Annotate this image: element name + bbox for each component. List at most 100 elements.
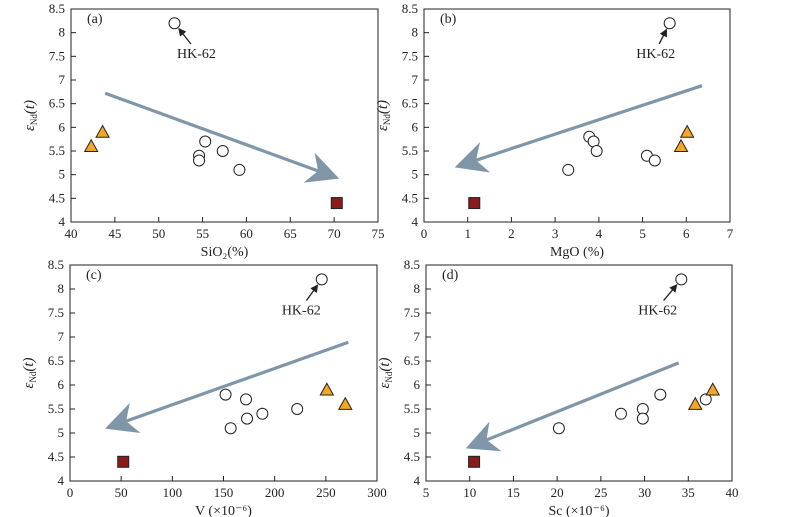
y-tick-label: 4.5 [402, 190, 418, 205]
x-axis-label: V (×10⁻⁶) [195, 504, 252, 517]
plot-frame [70, 8, 379, 223]
y-tick-label: 7.5 [49, 48, 65, 63]
annotation-label: HK-62 [638, 304, 677, 319]
circle-point [315, 273, 328, 286]
triangle-point [687, 396, 703, 410]
x-tick-label: 35 [682, 485, 695, 500]
y-tick-label: 6 [58, 377, 65, 392]
y-tick-label: 5.5 [404, 401, 420, 416]
y-tick-label: 6.5 [49, 96, 65, 111]
y-tick-label: 4.5 [404, 449, 420, 464]
plot-frame [425, 264, 733, 482]
y-tick-label: 7 [59, 72, 66, 87]
y-tick-label: 8.5 [49, 1, 65, 16]
y-tick-label: 7.5 [404, 305, 420, 320]
y-tick-label: 7 [412, 72, 419, 87]
y-tick-label: 5 [58, 425, 65, 440]
circle-point [654, 388, 667, 401]
y-tick-label: 5 [59, 167, 66, 182]
x-axis-label: SiO₂(%) [201, 245, 249, 260]
triangle-point [673, 138, 689, 152]
x-tick-label: 2 [508, 226, 515, 241]
x-tick-label: 40 [726, 485, 739, 500]
y-tick-label: 4.5 [48, 449, 64, 464]
y-tick-label: 5.5 [402, 143, 418, 158]
plot-frame [423, 8, 731, 223]
y-axis-label: εNd(t) [21, 357, 38, 388]
x-tick-label: 55 [196, 226, 209, 241]
y-tick-label: 6 [412, 119, 419, 134]
y-tick-label: 8 [414, 281, 421, 296]
x-tick-label: 20 [551, 485, 564, 500]
y-tick-label: 6.5 [402, 96, 418, 111]
circle-point [199, 135, 212, 148]
x-tick-label: 0 [421, 226, 428, 241]
x-tick-label: 200 [265, 485, 285, 500]
triangle-point [705, 382, 721, 396]
x-tick-label: 5 [423, 485, 430, 500]
annotation-pointer [305, 284, 319, 301]
y-tick-label: 4 [412, 214, 419, 229]
square-point [468, 197, 481, 210]
x-tick-label: 50 [152, 226, 165, 241]
circle-point [168, 17, 181, 30]
circle-point [233, 163, 246, 176]
x-axis-label: MgO (%) [550, 245, 604, 260]
circle-point [193, 154, 206, 167]
x-tick-label: 30 [638, 485, 651, 500]
panel-3: 5 10 15 20 25 30 35 40 4 4.5 5 5.5 6 6.5 7 7.5 8 8.5 Sc (×… [377, 257, 739, 517]
circle-point [663, 17, 676, 30]
annotation-label: HK-62 [177, 47, 216, 62]
circle-point [241, 412, 254, 425]
square-point [468, 455, 481, 468]
panel-2: 0 50 100 150 200 250 300 4 4.5 5 5.5 6 6.5 7 7.5 8 8.5 V … [21, 257, 387, 517]
triangle-point [83, 138, 99, 152]
circle-point [675, 273, 688, 286]
circle-point [590, 145, 603, 157]
y-axis-label: εNd(t) [375, 100, 392, 131]
x-tick-label: 15 [507, 485, 520, 500]
circle-point [699, 393, 712, 406]
y-tick-label: 7 [58, 329, 65, 344]
x-tick-label: 65 [284, 226, 297, 241]
triangle-point [319, 382, 335, 396]
y-tick-label: 8.5 [404, 257, 420, 272]
y-tick-label: 4 [58, 473, 65, 488]
panel-label: (b) [440, 12, 457, 27]
trend-arrow [454, 84, 703, 173]
y-tick-label: 5 [412, 167, 419, 182]
x-tick-label: 7 [727, 226, 734, 241]
panel-label: (a) [87, 12, 103, 27]
x-tick-label: 70 [328, 226, 341, 241]
y-tick-label: 6 [59, 119, 66, 134]
circle-point [240, 393, 253, 406]
panel-label: (d) [442, 268, 459, 283]
annotation-pointer [663, 284, 678, 302]
x-tick-label: 250 [316, 485, 336, 500]
square-point [117, 455, 130, 468]
x-tick-label: 75 [372, 226, 385, 241]
circle-point [291, 403, 304, 415]
y-tick-label: 4 [414, 473, 421, 488]
x-tick-label: 50 [115, 485, 128, 500]
x-tick-label: 4 [596, 226, 603, 241]
circle-point [648, 154, 661, 167]
y-tick-label: 6 [414, 377, 421, 392]
y-tick-label: 4 [59, 214, 66, 229]
y-tick-label: 8 [58, 281, 65, 296]
square-point [330, 197, 343, 210]
circle-point [256, 407, 269, 420]
y-axis-label: εNd(t) [377, 357, 394, 388]
annotation-pointer [658, 28, 667, 45]
x-tick-label: 60 [240, 226, 253, 241]
x-tick-label: 100 [163, 485, 183, 500]
circle-point [216, 145, 229, 157]
y-tick-label: 6.5 [48, 353, 64, 368]
panel-0: 40 45 50 55 60 65 70 75 4 4.5 5 5.5 6 6.5 7 7.5 8 8.5 SiO₂… [22, 1, 385, 260]
panel-1: 0 1 2 3 4 5 6 7 4 4.5 5 5.5 6 6.5 7 7.5 8 8.5 MgO (%) εNd(t… [375, 1, 734, 260]
annotation-label: HK-62 [636, 47, 675, 62]
y-tick-label: 8 [59, 25, 66, 40]
y-tick-label: 7.5 [48, 305, 64, 320]
plot-frame [69, 264, 378, 482]
